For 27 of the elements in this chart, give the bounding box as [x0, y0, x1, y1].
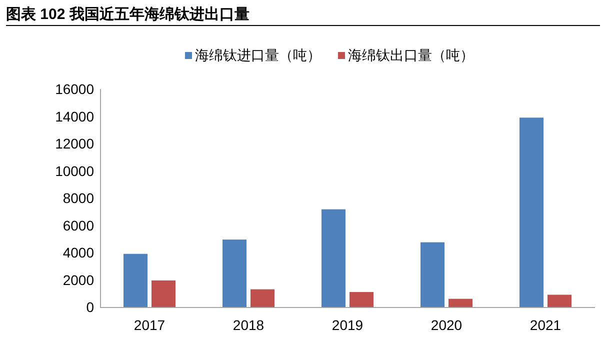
- y-tick-label: 12000: [55, 136, 94, 152]
- bar: [350, 292, 374, 307]
- bar: [250, 289, 274, 307]
- y-tick-label: 4000: [62, 244, 94, 260]
- x-tick-label: 2021: [530, 317, 562, 333]
- bar: [420, 242, 444, 307]
- y-tick-label: 2000: [62, 272, 94, 288]
- y-tick-label: 14000: [55, 108, 94, 124]
- bar: [124, 254, 148, 307]
- x-tick-label: 2020: [430, 317, 462, 333]
- legend-label: 海绵钛出口量（吨）: [348, 47, 474, 63]
- y-tick-label: 16000: [55, 81, 94, 97]
- legend-label: 海绵钛进口量（吨）: [195, 47, 321, 63]
- bar: [322, 209, 346, 307]
- y-tick-label: 0: [86, 299, 94, 315]
- x-tick-label: 2019: [332, 317, 364, 333]
- bar: [152, 280, 176, 307]
- bar: [448, 298, 472, 307]
- x-tick-label: 2017: [134, 317, 166, 333]
- y-tick-label: 8000: [62, 190, 94, 206]
- y-tick-label: 6000: [62, 217, 94, 234]
- chart-title: 图表 102 我国近五年海绵钛进出口量: [6, 6, 250, 23]
- bar: [520, 118, 544, 307]
- x-tick-label: 2018: [232, 317, 264, 333]
- y-tick-label: 10000: [55, 162, 94, 179]
- bar: [548, 294, 572, 307]
- bar: [222, 240, 246, 307]
